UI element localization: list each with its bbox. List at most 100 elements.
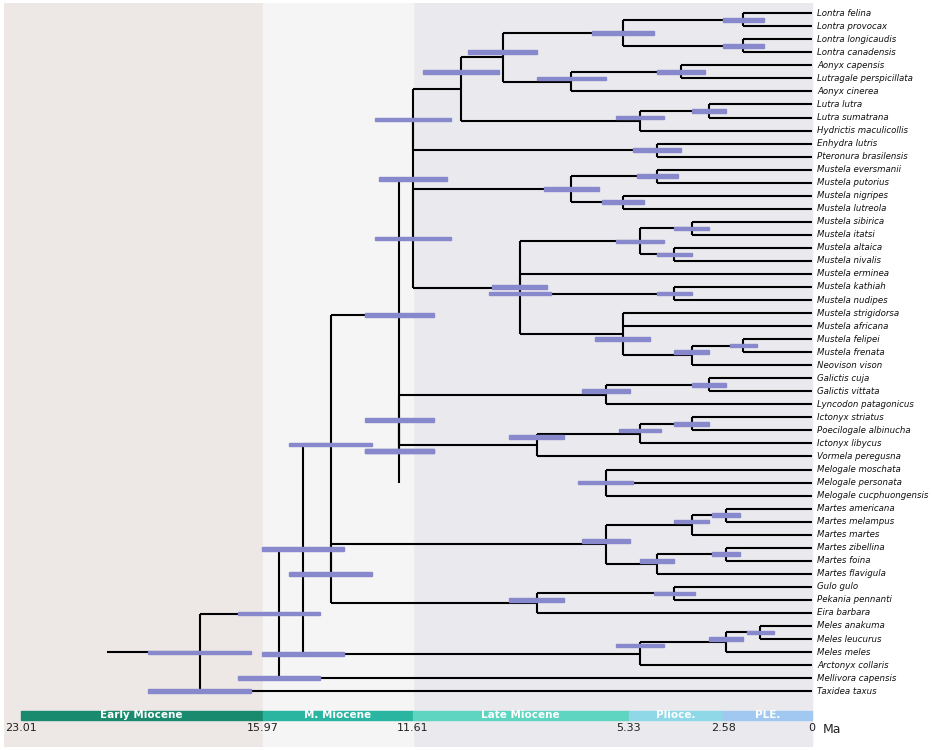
Bar [578,481,633,484]
Bar [468,50,537,54]
Text: Pteronura brasilensis: Pteronura brasilensis [817,152,908,161]
Text: Aonyx cinerea: Aonyx cinerea [817,87,879,96]
Bar [596,338,651,341]
Text: Lutra sumatrana: Lutra sumatrana [817,113,889,122]
Text: Arctonyx collaris: Arctonyx collaris [817,661,889,670]
Text: Eira barbara: Eira barbara [817,608,870,617]
Text: Martes americana: Martes americana [817,504,895,513]
Bar [629,711,723,720]
Bar [657,253,692,257]
Text: Mustela putorius: Mustela putorius [817,178,889,188]
Bar [675,226,709,230]
Text: Meles meles: Meles meles [817,647,870,656]
Bar [423,70,499,74]
Text: Melogale personata: Melogale personata [817,478,902,487]
Bar [657,70,706,74]
Text: M. Miocene: M. Miocene [304,710,371,720]
Bar [543,188,599,191]
Text: Mustela lutreola: Mustela lutreola [817,204,886,213]
Bar [262,548,344,551]
Text: Mustela erminea: Mustela erminea [817,269,889,278]
Bar [413,3,812,747]
Bar [633,148,681,152]
Text: Mustela strigidorsa: Mustela strigidorsa [817,308,899,317]
Bar [289,442,372,446]
Text: Martes martes: Martes martes [817,530,880,539]
Bar [510,435,565,439]
Text: Martes flavigula: Martes flavigula [817,569,886,578]
Bar [263,3,413,747]
Bar [730,344,757,347]
Bar [4,3,263,747]
Bar [592,31,654,34]
Text: 2.58: 2.58 [711,723,735,733]
Bar [620,428,661,432]
Bar [289,572,372,576]
Text: Pekania pennanti: Pekania pennanti [817,596,892,604]
Text: Ma: Ma [822,723,841,736]
Bar [365,449,433,453]
Bar [376,237,451,240]
Text: Vormela peregusna: Vormela peregusna [817,452,901,461]
Bar [640,559,675,562]
Text: Mustela itatsi: Mustela itatsi [817,230,875,239]
Bar [637,174,678,178]
Text: Hydrictis maculicollis: Hydrictis maculicollis [817,126,909,135]
Bar [602,200,643,204]
Bar [263,711,413,720]
Text: Gulo gulo: Gulo gulo [817,582,858,591]
Bar [712,513,740,517]
Text: Martes zibellina: Martes zibellina [817,543,884,552]
Bar [488,292,551,296]
Text: Martes foina: Martes foina [817,556,870,566]
Bar [747,631,774,634]
Bar [510,598,565,602]
Bar [582,539,630,543]
Bar [657,292,692,296]
Text: Plioce.: Plioce. [656,710,696,720]
Text: Neovison vison: Neovison vison [817,361,883,370]
Bar [238,676,321,680]
Text: Lontra longicaudis: Lontra longicaudis [817,34,897,44]
Bar [675,520,709,524]
Text: Lutragale perspicillata: Lutragale perspicillata [817,74,913,83]
Text: Enhydra lutris: Enhydra lutris [817,139,878,148]
Text: Melogale cucphuongensis: Melogale cucphuongensis [817,491,928,500]
Text: Mustela nudipes: Mustela nudipes [817,296,888,304]
Text: 23.01: 23.01 [5,723,36,733]
Text: Mustela frenata: Mustela frenata [817,348,884,357]
Bar [722,18,764,22]
Bar [654,592,695,596]
Text: Mustela nivalis: Mustela nivalis [817,256,882,265]
Text: Taxidea taxus: Taxidea taxus [817,687,877,696]
Text: Martes melampus: Martes melampus [817,518,895,526]
Bar [537,76,606,80]
Text: Poecilogale albinucha: Poecilogale albinucha [817,426,911,435]
Text: Early Miocene: Early Miocene [101,710,183,720]
Text: Galictis cuja: Galictis cuja [817,374,870,382]
Bar [376,118,451,122]
Bar [492,285,547,289]
Text: 15.97: 15.97 [247,723,279,733]
Text: Mustela kathiah: Mustela kathiah [817,283,886,292]
Text: Meles anakuma: Meles anakuma [817,622,885,631]
Bar [582,389,630,393]
Bar [21,711,263,720]
Bar [365,314,433,317]
Text: Lontra provocax: Lontra provocax [817,22,887,31]
Text: Ictonyx striatus: Ictonyx striatus [817,413,884,422]
Bar [692,383,726,386]
Bar [616,644,665,647]
Text: Mustela altaica: Mustela altaica [817,244,883,253]
Text: Mustela eversmanii: Mustela eversmanii [817,165,901,174]
Bar [365,449,433,453]
Bar [709,638,744,640]
Text: Late Miocene: Late Miocene [482,710,560,720]
Bar [722,44,764,48]
Bar [148,689,252,693]
Bar [616,116,665,119]
Text: Lutra lutra: Lutra lutra [817,100,862,109]
Bar [378,177,447,181]
Bar [365,418,433,422]
Text: Mustela felipei: Mustela felipei [817,334,880,344]
